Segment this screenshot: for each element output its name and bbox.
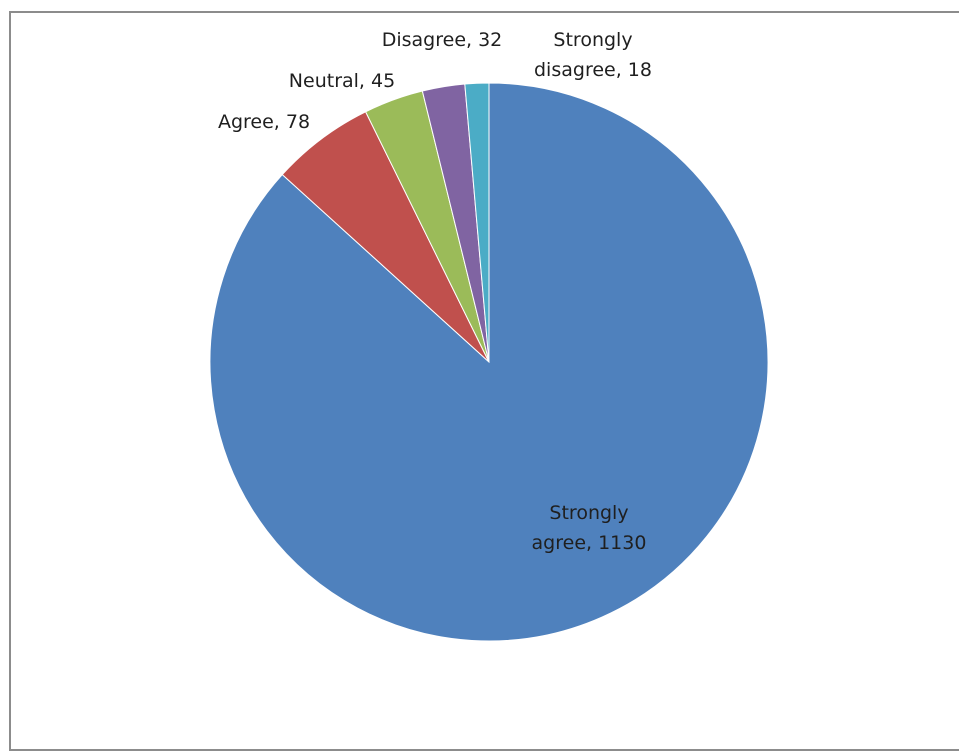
data-label-line: Strongly	[553, 29, 632, 51]
slice-strongly-disagree	[464, 82, 490, 363]
data-label-strongly-disagree: Strongly disagree, 18	[534, 29, 652, 81]
data-label-strongly-agree: Strongly agree, 1130	[532, 502, 647, 554]
pie-chart: Strongly agree, 1130 Agree, 78 Neutral, 45 D…	[209, 29, 769, 642]
data-label-line: Agree, 78	[218, 111, 310, 133]
data-label-line: Neutral, 45	[289, 70, 395, 92]
data-label-line: Disagree, 32	[382, 29, 503, 51]
data-label-line: disagree, 18	[534, 59, 652, 81]
data-label-disagree: Disagree, 32	[382, 29, 503, 51]
slice-strongly-agree	[209, 82, 769, 642]
data-label-line: Strongly	[549, 502, 628, 524]
data-label-neutral: Neutral, 45	[289, 70, 395, 92]
chart-area: Strongly agree, 1130 Agree, 78 Neutral, 45 D…	[9, 11, 959, 751]
data-label-line: agree, 1130	[532, 532, 647, 554]
data-label-agree: Agree, 78	[218, 111, 310, 133]
